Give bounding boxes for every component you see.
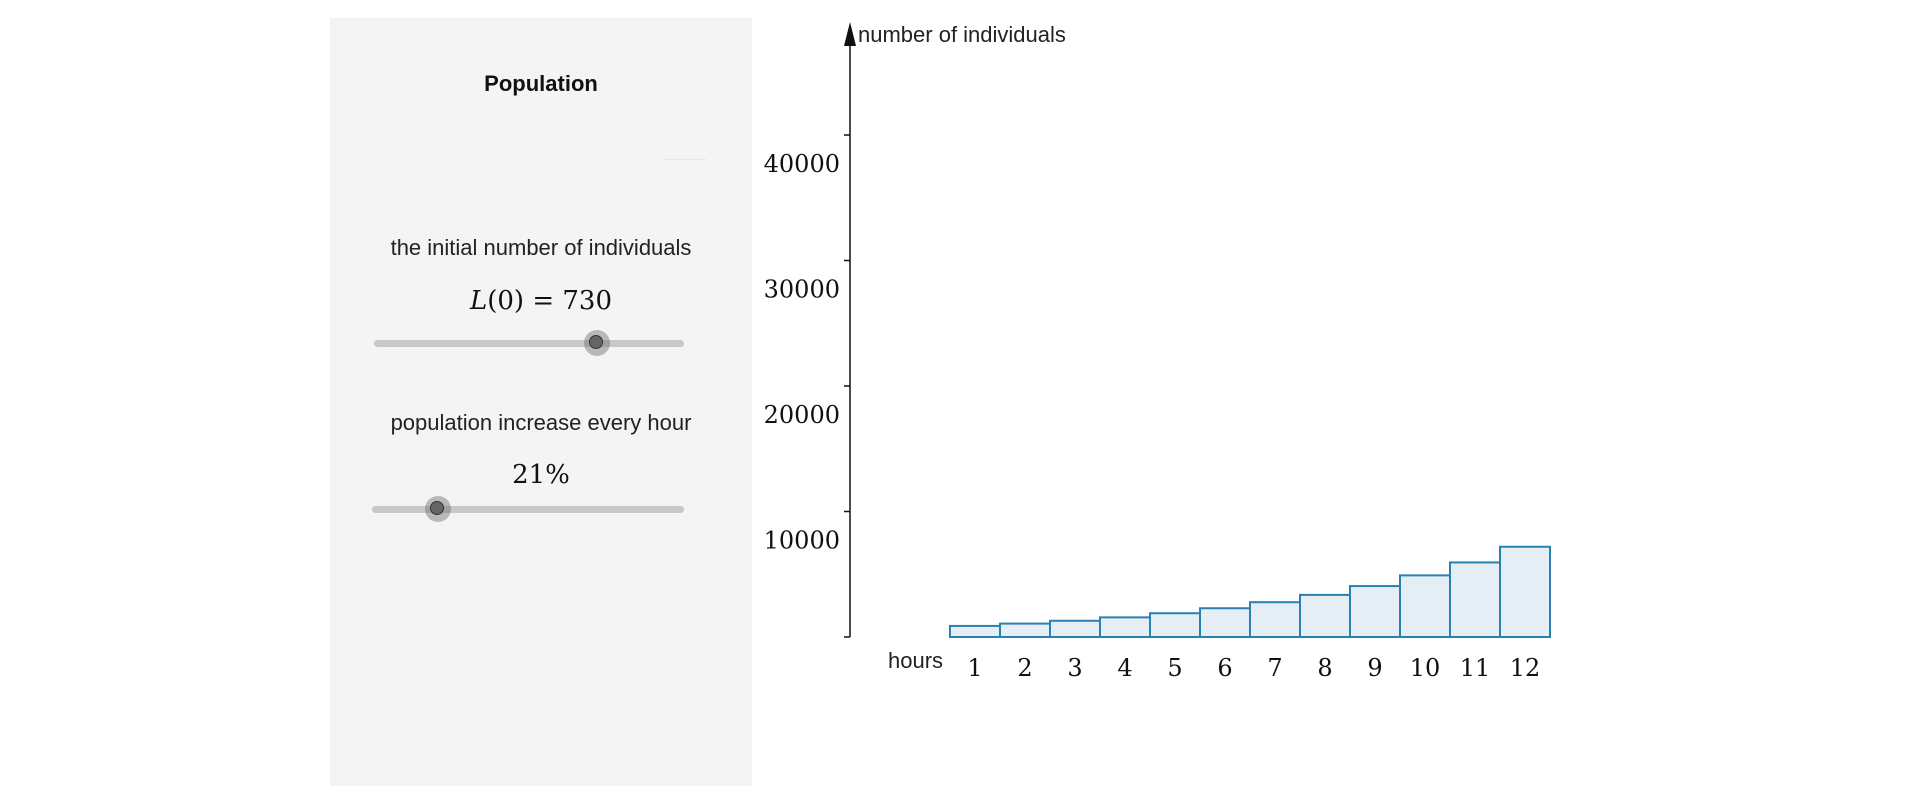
bar-hour-1 xyxy=(949,624,1001,638)
bar-hour-4 xyxy=(1099,616,1151,639)
x-tick-label-11: 11 xyxy=(1460,654,1491,682)
x-tick-label-6: 6 xyxy=(1217,654,1232,682)
x-tick-label-12: 12 xyxy=(1510,654,1541,682)
initial-individuals-slider-handle[interactable] xyxy=(584,330,611,356)
x-tick-label-8: 8 xyxy=(1317,654,1332,682)
growth-rate-label: population increase every hour xyxy=(390,410,692,435)
y-tick-label-10000: 10000 xyxy=(764,527,840,555)
x-tick-label-9: 9 xyxy=(1367,654,1382,682)
panel-title: Population xyxy=(484,71,598,96)
settings-panel: Population the initial number of individ… xyxy=(330,18,752,786)
y-tick-label-20000: 20000 xyxy=(764,401,840,429)
bar-hour-5 xyxy=(1149,612,1201,638)
growth-rate-slider-handle[interactable] xyxy=(424,496,451,522)
growth-rate-slider[interactable] xyxy=(372,506,684,513)
initial-individuals-label: the initial number of individuals xyxy=(390,235,692,260)
bar-hour-7 xyxy=(1249,601,1301,639)
x-tick-label-3: 3 xyxy=(1067,654,1082,682)
initial-individuals-slider[interactable] xyxy=(374,340,684,347)
y-tick-label-30000: 30000 xyxy=(764,276,840,304)
y-tick-label-40000: 40000 xyxy=(764,150,840,178)
bar-hour-3 xyxy=(1049,619,1101,638)
x-tick-label-10: 10 xyxy=(1410,654,1441,682)
initial-value: 730 xyxy=(562,286,613,316)
x-axis-title: hours xyxy=(888,648,943,673)
bar-hour-2 xyxy=(999,622,1051,638)
x-tick-label-5: 5 xyxy=(1167,654,1182,682)
formula-variable: L xyxy=(469,286,488,316)
growth-rate-value: 21% xyxy=(512,460,570,490)
bar-hour-12 xyxy=(1499,545,1551,638)
divider xyxy=(664,159,706,160)
x-tick-label-2: 2 xyxy=(1017,654,1032,682)
initial-value-formula: L(0) = 730 xyxy=(330,286,752,316)
x-tick-label-1: 1 xyxy=(967,654,982,682)
y-axis-arrow xyxy=(844,22,856,46)
bar-hour-6 xyxy=(1199,607,1251,638)
bar-hour-10 xyxy=(1399,574,1451,638)
bar-hour-9 xyxy=(1349,585,1401,639)
x-tick-label-4: 4 xyxy=(1117,654,1132,682)
x-tick-label-7: 7 xyxy=(1267,654,1282,682)
formula-argument: (0) = xyxy=(487,286,563,316)
bar-hour-8 xyxy=(1299,593,1351,638)
y-axis-title: number of individuals xyxy=(858,22,1066,47)
bar-hour-11 xyxy=(1449,561,1501,639)
